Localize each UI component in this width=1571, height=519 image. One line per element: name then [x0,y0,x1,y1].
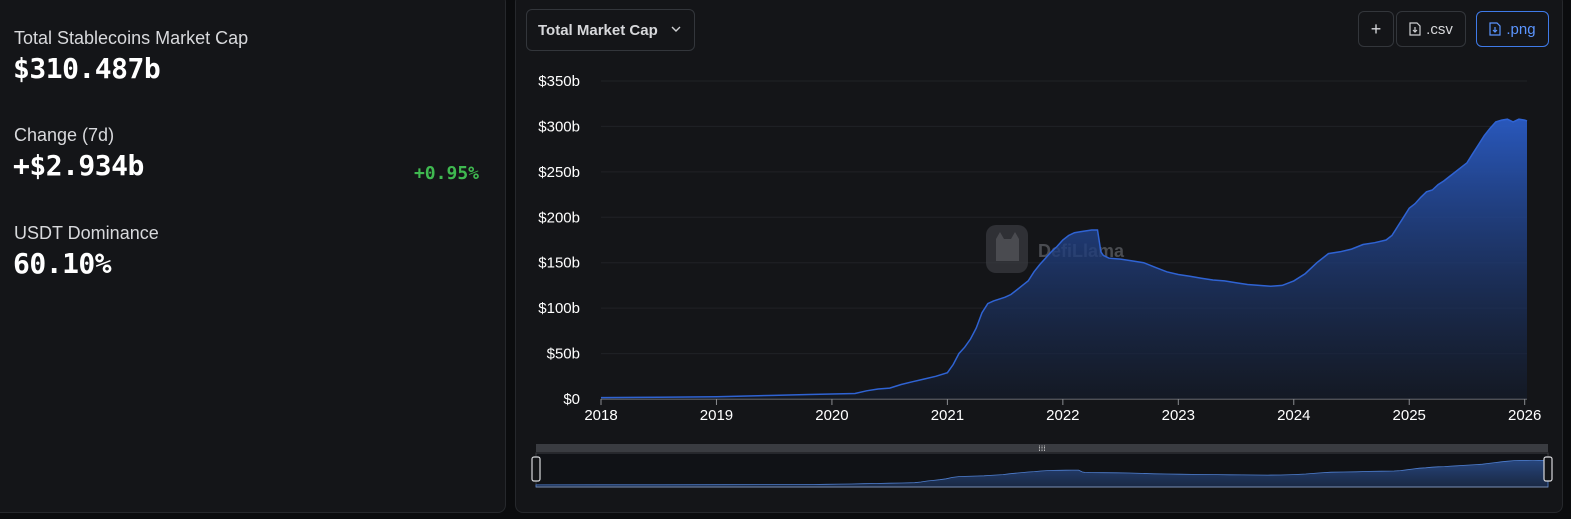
x-tick-label: 2026 [1508,407,1541,424]
x-tick-label: 2018 [584,407,617,424]
y-tick-label: $50b [547,346,580,363]
csv-label: .csv [1426,20,1453,38]
x-tick-label: 2019 [700,407,733,424]
y-tick-label: $150b [538,255,580,272]
download-csv-button[interactable]: .csv [1396,11,1466,47]
usdt-dominance-label: USDT Dominance [14,223,159,243]
mini-area [535,460,1549,488]
zoom-bar[interactable] [536,444,1548,452]
add-button[interactable]: + [1358,11,1394,47]
zoom-handle[interactable] [1543,456,1553,482]
x-tick-label: 2020 [815,407,848,424]
llama-icon [996,232,1019,261]
stats-panel: › Total Stablecoins Market Cap $310.487b… [0,0,506,513]
download-icon [1489,22,1501,36]
total-mcap-value: $310.487b [13,52,161,85]
area-fill [601,119,1527,399]
plus-icon: + [1370,18,1382,39]
drag-handle-icon[interactable]: ⁞⁞⁞ [1038,444,1046,453]
metric-dropdown-label: Total Market Cap [538,21,658,39]
x-tick-label: 2024 [1277,407,1310,424]
market-cap-chart[interactable]: DefiLlama $0$50b$100b$150b$200b$250b$300… [516,0,1564,514]
chevron-down-icon [671,26,681,32]
x-tick-label: 2022 [1046,407,1079,424]
download-icon [1409,22,1421,36]
total-mcap-label: Total Stablecoins Market Cap [14,28,249,48]
change-7d-label: Change (7d) [14,125,115,145]
x-axis: 2018 2019 2020 2021 2022 2023 2024 2025 2026 [584,399,1541,424]
area-series [600,118,1528,399]
y-tick-label: $200b [538,209,580,226]
y-axis: $0 $50b $100b $150b $200b $250b $300b $350b [538,73,580,408]
chart-panel: Total Market Cap + .csv .png DefiLlama [515,0,1563,513]
zoom-slider[interactable]: ⁞⁞⁞ [531,444,1553,488]
y-tick-label: $350b [538,73,580,90]
png-label: .png [1506,20,1536,38]
zoom-handle[interactable] [531,456,541,482]
y-tick-label: $300b [538,118,580,135]
usdt-dominance-value: 60.10% [13,247,112,280]
x-tick-label: 2021 [931,407,964,424]
metric-dropdown[interactable]: Total Market Cap [526,9,695,51]
x-tick-label: 2023 [1162,407,1195,424]
change-7d-percent: +0.95% [413,163,479,184]
x-tick-label: 2025 [1393,407,1426,424]
y-tick-label: $250b [538,164,580,181]
download-png-button[interactable]: .png [1476,11,1549,47]
y-tick-label: $0 [563,391,580,408]
y-tick-label: $100b [538,300,580,317]
change-7d-value: +$2.934b [13,149,144,182]
series-line [600,118,1528,399]
